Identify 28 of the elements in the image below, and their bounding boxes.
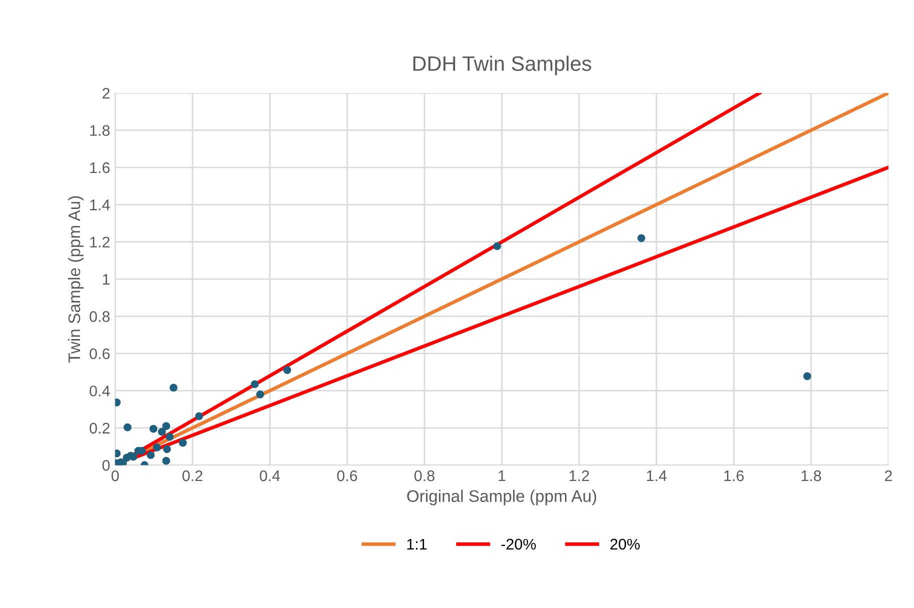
y-tick-label: 1.4 [90,200,110,210]
x-tick-label: 0 [112,470,119,482]
x-tick-label: 1.6 [724,470,744,482]
x-tick-label: 0.2 [182,470,202,482]
x-tick-label: 0.8 [414,470,434,482]
chart-title: DDH Twin Samples [413,56,592,76]
x-tick-label: 2 [884,470,892,482]
y-tick-label: 1 [102,274,110,285]
legend-label: 20% [610,538,640,550]
y-tick-label: 1.2 [90,236,110,248]
x-tick-label: 1 [498,470,506,482]
x-tick-label: 1.2 [570,470,589,482]
y-tick-label: 0 [102,460,110,471]
y-tick-label: 0.8 [90,311,110,322]
y-tick-label: 0.2 [90,422,110,434]
legend-label: 1:1 [407,538,427,550]
y-tick-label: 1.6 [90,162,110,174]
legend-label: -20% [501,538,536,550]
y-axis-title: Twin Sample (ppm Au) [68,196,84,363]
y-tick-label: 2 [102,88,110,99]
x-tick-label: 1.8 [802,470,822,482]
y-tick-label: 0.6 [90,348,110,360]
x-tick-label: 1.4 [646,470,667,482]
x-tick-label: 0.6 [337,470,358,482]
x-axis-title: Original Sample (ppm Au) [407,490,596,506]
y-tick-label: 1.8 [90,125,110,136]
x-tick-label: 0.4 [260,470,280,482]
y-tick-label: 0.4 [90,386,110,396]
